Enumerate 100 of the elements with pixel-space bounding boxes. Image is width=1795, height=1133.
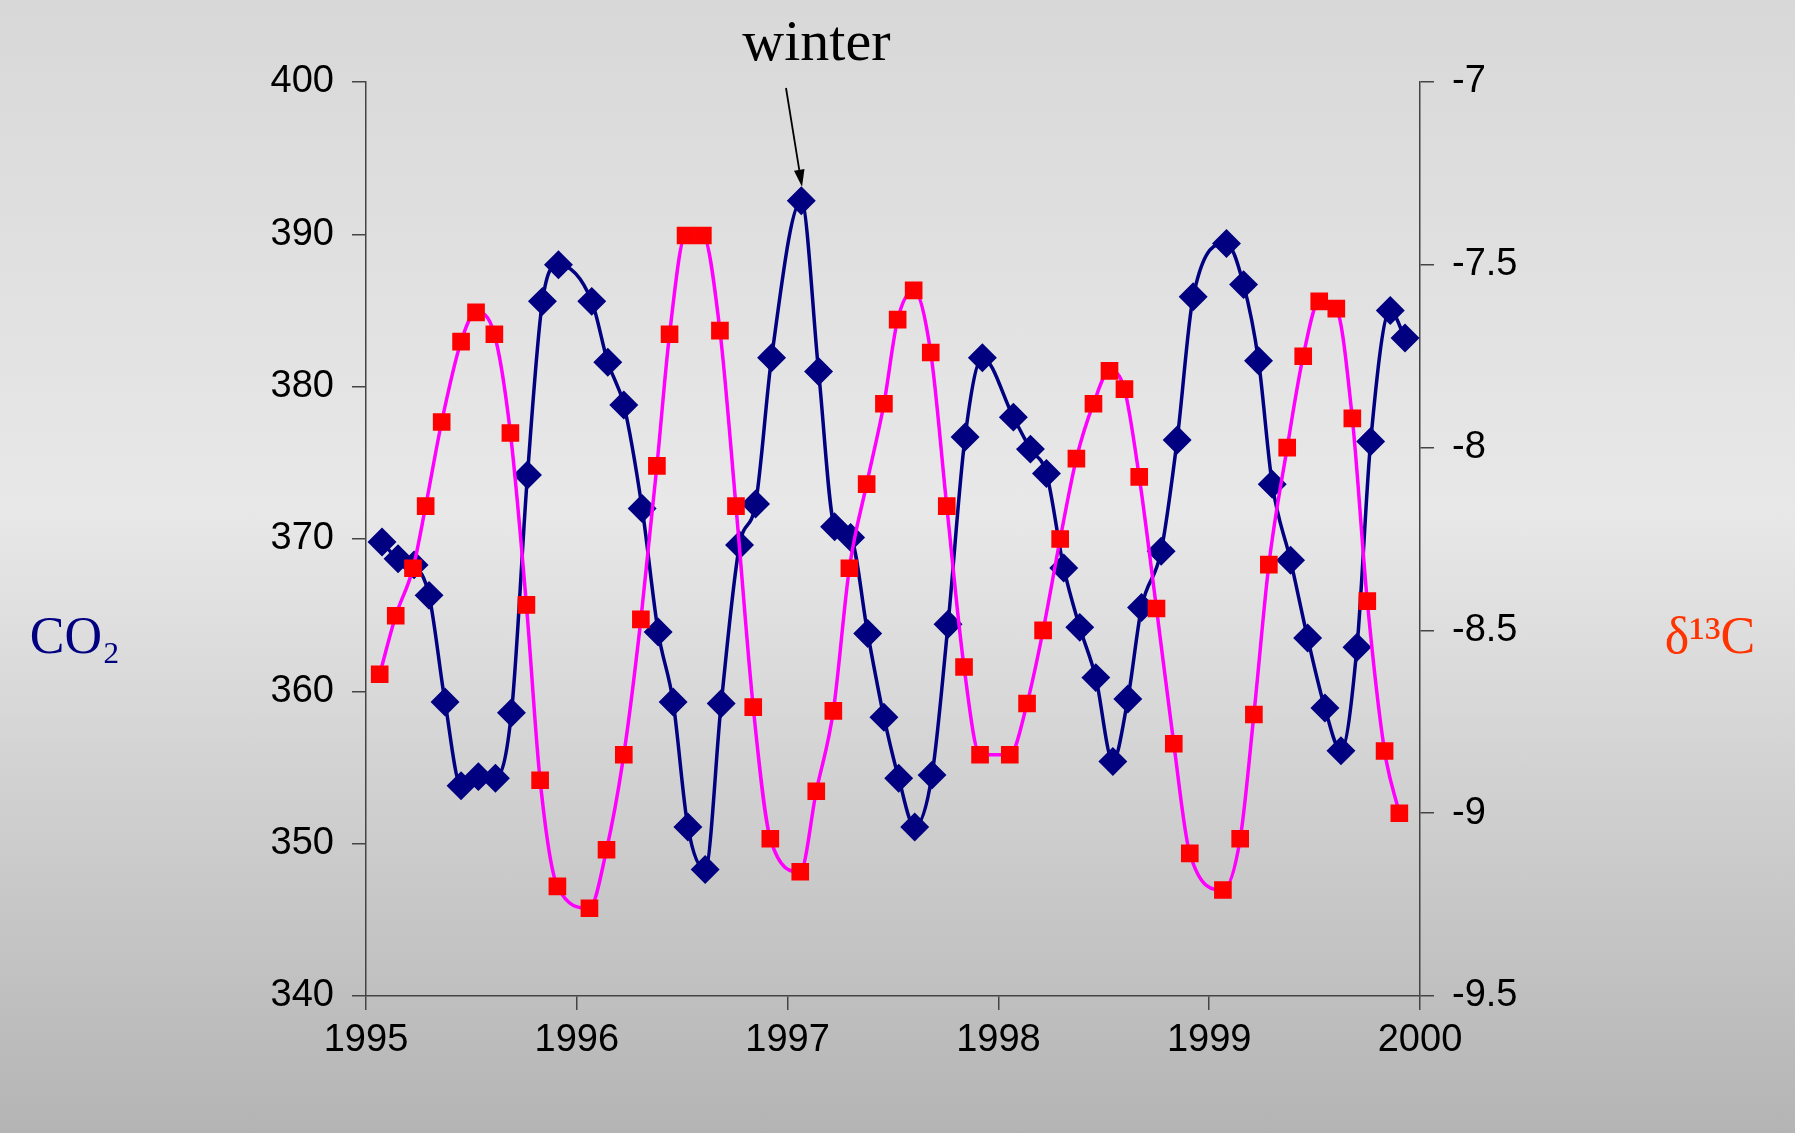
point (791, 862, 810, 881)
point (1163, 426, 1191, 454)
y-tick-label: 360 (270, 667, 334, 710)
point (1293, 624, 1322, 652)
point (1000, 745, 1019, 764)
point (744, 698, 763, 716)
point (628, 494, 656, 523)
point (1212, 229, 1241, 258)
point (528, 287, 557, 316)
point (787, 187, 816, 215)
y-tick-label: 390 (270, 210, 334, 253)
point (1327, 736, 1355, 765)
point (513, 461, 542, 489)
point (1147, 537, 1175, 565)
point (971, 745, 989, 764)
x-tick-label: 2000 (1377, 1017, 1463, 1060)
point (1358, 592, 1377, 610)
point (853, 619, 882, 648)
point (1376, 296, 1405, 325)
point (900, 813, 929, 841)
point (807, 782, 826, 801)
point (761, 829, 780, 848)
y2-tick-label: -9.5 (1452, 972, 1518, 1015)
point (1229, 270, 1258, 299)
y-tick-label: 340 (270, 972, 334, 1015)
point (432, 413, 451, 431)
point (1310, 292, 1329, 311)
point (937, 497, 956, 515)
y2-tick-label: -8 (1452, 424, 1486, 467)
point (921, 343, 940, 362)
annotation: winter (742, 8, 891, 73)
point (1276, 546, 1305, 575)
point (674, 813, 702, 841)
point (1356, 427, 1385, 456)
point (370, 665, 389, 684)
point (1066, 613, 1094, 642)
point (1034, 621, 1052, 640)
y2-tick-label: -7 (1452, 58, 1486, 101)
point (676, 226, 695, 245)
point (485, 325, 504, 344)
point (1147, 599, 1166, 618)
y2-tick-label: -8.5 (1452, 606, 1518, 649)
point (614, 745, 633, 764)
point (875, 394, 893, 413)
point (1084, 394, 1103, 413)
point (1375, 742, 1394, 760)
point (694, 226, 712, 245)
x-tick-label: 1998 (956, 1017, 1041, 1060)
point (580, 899, 599, 918)
point (1082, 663, 1110, 692)
point (447, 772, 475, 800)
point (1245, 705, 1263, 724)
point (884, 764, 913, 792)
point (416, 497, 435, 515)
point (888, 310, 907, 329)
point (1018, 694, 1036, 713)
point (578, 287, 606, 316)
point (1051, 530, 1069, 548)
point (934, 610, 962, 639)
point (497, 698, 526, 727)
x-tick-label: 1997 (745, 1017, 830, 1060)
point (1179, 283, 1207, 311)
point (918, 761, 946, 789)
point (660, 325, 679, 344)
point (648, 457, 666, 475)
point (544, 251, 573, 279)
point (955, 658, 973, 676)
x-tick-label: 1996 (534, 1017, 620, 1060)
point (1231, 829, 1250, 848)
point (1278, 438, 1297, 457)
y-tick-label: 400 (270, 58, 334, 101)
point (1016, 435, 1045, 463)
point (1311, 694, 1339, 722)
point (548, 877, 567, 896)
point (1244, 347, 1273, 375)
point (594, 348, 622, 377)
point (1164, 734, 1183, 753)
y2-axis-title: δ¹³C (1664, 606, 1756, 664)
point (1050, 554, 1078, 582)
point (757, 343, 786, 372)
point (1114, 685, 1142, 713)
point (691, 855, 719, 884)
y-tick-label: 380 (270, 363, 334, 406)
point (968, 343, 997, 372)
point (1391, 324, 1419, 352)
point (659, 688, 687, 716)
point (368, 528, 396, 556)
point (1032, 459, 1061, 488)
point (517, 595, 536, 614)
point (467, 303, 485, 322)
point (1343, 409, 1362, 428)
point (386, 606, 405, 625)
y-tick-label: 370 (270, 515, 334, 558)
point (951, 423, 979, 451)
point (632, 610, 650, 629)
point (840, 559, 859, 578)
point (531, 771, 549, 790)
point (415, 581, 443, 610)
point (1390, 804, 1409, 823)
point (610, 391, 638, 419)
